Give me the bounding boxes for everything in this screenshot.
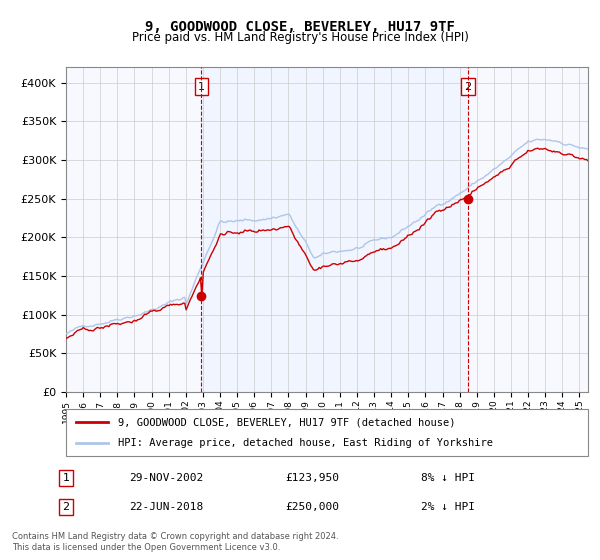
Text: 29-NOV-2002: 29-NOV-2002 (128, 473, 203, 483)
Text: 8% ↓ HPI: 8% ↓ HPI (421, 473, 475, 483)
Text: £250,000: £250,000 (285, 502, 339, 512)
Text: 2: 2 (464, 82, 471, 91)
Bar (202, 67, 467, 392)
Text: HPI: Average price, detached house, East Riding of Yorkshire: HPI: Average price, detached house, East… (118, 438, 493, 448)
Text: Contains HM Land Registry data © Crown copyright and database right 2024.
This d: Contains HM Land Registry data © Crown c… (12, 532, 338, 552)
Text: £123,950: £123,950 (285, 473, 339, 483)
Text: 2% ↓ HPI: 2% ↓ HPI (421, 502, 475, 512)
Text: 1: 1 (62, 473, 70, 483)
Text: 2: 2 (62, 502, 70, 512)
Text: 9, GOODWOOD CLOSE, BEVERLEY, HU17 9TF (detached house): 9, GOODWOOD CLOSE, BEVERLEY, HU17 9TF (d… (118, 417, 456, 427)
Text: 1: 1 (198, 82, 205, 91)
FancyBboxPatch shape (66, 409, 588, 456)
Text: Price paid vs. HM Land Registry's House Price Index (HPI): Price paid vs. HM Land Registry's House … (131, 31, 469, 44)
Text: 22-JUN-2018: 22-JUN-2018 (128, 502, 203, 512)
Text: 9, GOODWOOD CLOSE, BEVERLEY, HU17 9TF: 9, GOODWOOD CLOSE, BEVERLEY, HU17 9TF (145, 20, 455, 34)
